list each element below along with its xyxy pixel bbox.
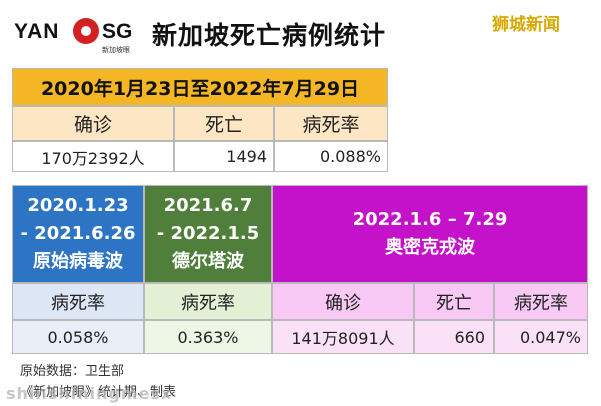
wave-omicron-label-deaths: 死亡 <box>414 283 494 320</box>
wave-delta-period-start: 2021.6.7 <box>163 195 253 216</box>
wave-original-value-fatality: 0.058% <box>12 320 144 354</box>
site-watermark: shinshiningmesx <box>6 384 173 403</box>
wave-omicron-value-fatality: 0.047% <box>494 320 588 354</box>
wave-omicron-header: 2022.1.6 – 7.29 奥密克戎波 <box>272 185 588 283</box>
wave-delta-value-fatality: 0.363% <box>144 320 272 354</box>
wave-delta-name: 德尔塔波 <box>172 251 244 272</box>
summary-label-confirmed: 确诊 <box>12 106 174 141</box>
page-title: 新加坡死亡病例统计 <box>152 21 387 50</box>
summary-label-fatality: 病死率 <box>274 106 388 141</box>
logo-text-right: SG <box>102 20 133 43</box>
logo-subtext: 新加坡眼 <box>102 46 130 54</box>
wave-original-header: 2020.1.23 - 2021.6.26 原始病毒波 <box>12 185 144 283</box>
logo-text-left: YAN <box>14 20 60 43</box>
wave-delta-period-end: - 2022.1.5 <box>156 223 260 244</box>
wave-delta-header: 2021.6.7 - 2022.1.5 德尔塔波 <box>144 185 272 283</box>
yansg-logo: YAN SG 新加坡眼 <box>14 14 144 58</box>
wave-omicron-period: 2022.1.6 – 7.29 <box>352 209 508 230</box>
wave-original-name: 原始病毒波 <box>33 251 123 272</box>
logo-eye-icon <box>73 18 99 44</box>
brand-watermark: 狮城新闻 <box>492 15 560 35</box>
wave-omicron-label-confirmed: 确诊 <box>272 283 414 320</box>
wave-original-label-fatality: 病死率 <box>12 283 144 320</box>
wave-original-period-end: - 2021.6.26 <box>20 223 136 244</box>
summary-value-deaths: 1494 <box>174 141 274 172</box>
summary-period: 2020年1月23日至2022年7月29日 <box>12 68 388 106</box>
wave-omicron-value-confirmed: 141万8091人 <box>272 320 414 354</box>
summary-value-fatality: 0.088% <box>274 141 388 172</box>
footnote-credit: 《新加坡眼》统计期、制表 <box>20 385 177 400</box>
wave-original-period-start: 2020.1.23 <box>27 195 129 216</box>
summary-label-deaths: 死亡 <box>174 106 274 141</box>
wave-delta-label-fatality: 病死率 <box>144 283 272 320</box>
footnote-source: 原始数据：卫生部 <box>20 364 125 379</box>
wave-omicron-name: 奥密克戎波 <box>385 237 475 258</box>
wave-omicron-label-fatality: 病死率 <box>494 283 588 320</box>
summary-value-confirmed: 170万2392人 <box>12 141 174 172</box>
wave-omicron-value-deaths: 660 <box>414 320 494 354</box>
